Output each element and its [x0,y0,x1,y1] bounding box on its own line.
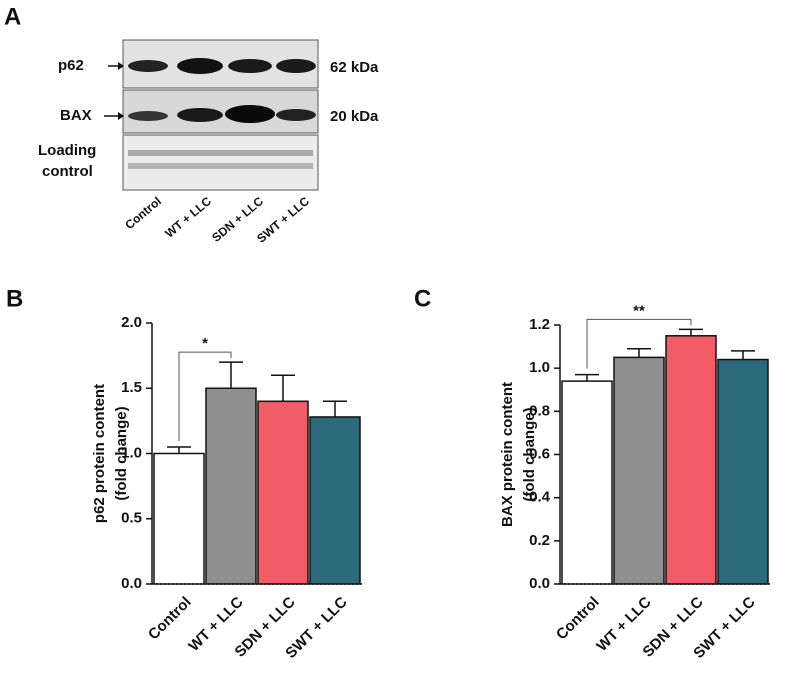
panel-label: C [414,285,431,312]
x-tick-label: Control [145,594,195,644]
significance-bracket [586,318,692,369]
significance: ** [633,302,645,319]
y-axis-label: (fold change) [521,407,538,501]
band [276,109,316,121]
row-label: p62 [58,57,84,74]
band [128,163,313,169]
band [128,150,313,156]
y-tick-label: 0.6 [529,445,550,462]
band [276,59,316,73]
y-axis-label: (fold change) [113,406,130,500]
y-axis-label: BAX protein content [499,382,516,527]
size-label: 20 kDa [330,108,379,125]
arrow [118,62,124,70]
y-tick-label: 0.5 [121,510,142,527]
x-tick-label: Control [553,594,603,644]
lane-label: WT + LLC [162,194,214,241]
band [177,108,223,122]
blot: p62 BAX Loading control 62 kDa 20 kDa Co… [38,39,379,246]
panel-label: A [4,3,21,30]
bar [205,387,257,585]
lane-label: Control [122,194,164,232]
y-tick-label: 0.0 [121,575,142,592]
y-tick-label: 1.2 [529,316,550,333]
band [225,105,275,123]
y-tick-label: 1.0 [121,444,142,461]
bar [717,358,769,585]
blot-panel [122,134,319,191]
band [228,59,272,73]
panel-label: B [6,285,23,312]
arrow [118,112,124,120]
bar [257,400,309,585]
y-tick-label: 0.4 [529,489,551,506]
y-tick-label: 0.2 [529,532,550,549]
y-tick-label: 1.5 [121,379,142,396]
row-label: Loading [38,142,96,159]
bar [153,452,205,585]
bar [561,380,613,585]
bar [613,356,665,585]
y-tick-label: 0.0 [529,575,550,592]
y-tick-label: 1.0 [529,359,550,376]
row-label: BAX [60,107,92,124]
significance-bracket [178,351,232,441]
bar [665,335,717,585]
size-label: 62 kDa [330,59,379,76]
band [128,111,168,121]
y-axis-label: p62 protein content [91,384,108,523]
band [128,60,168,72]
row-label: control [42,163,93,180]
y-tick-label: 2.0 [121,314,142,331]
y-tick-label: 0.8 [529,402,550,419]
band [177,58,223,74]
significance: * [202,335,208,352]
bar [309,416,361,585]
